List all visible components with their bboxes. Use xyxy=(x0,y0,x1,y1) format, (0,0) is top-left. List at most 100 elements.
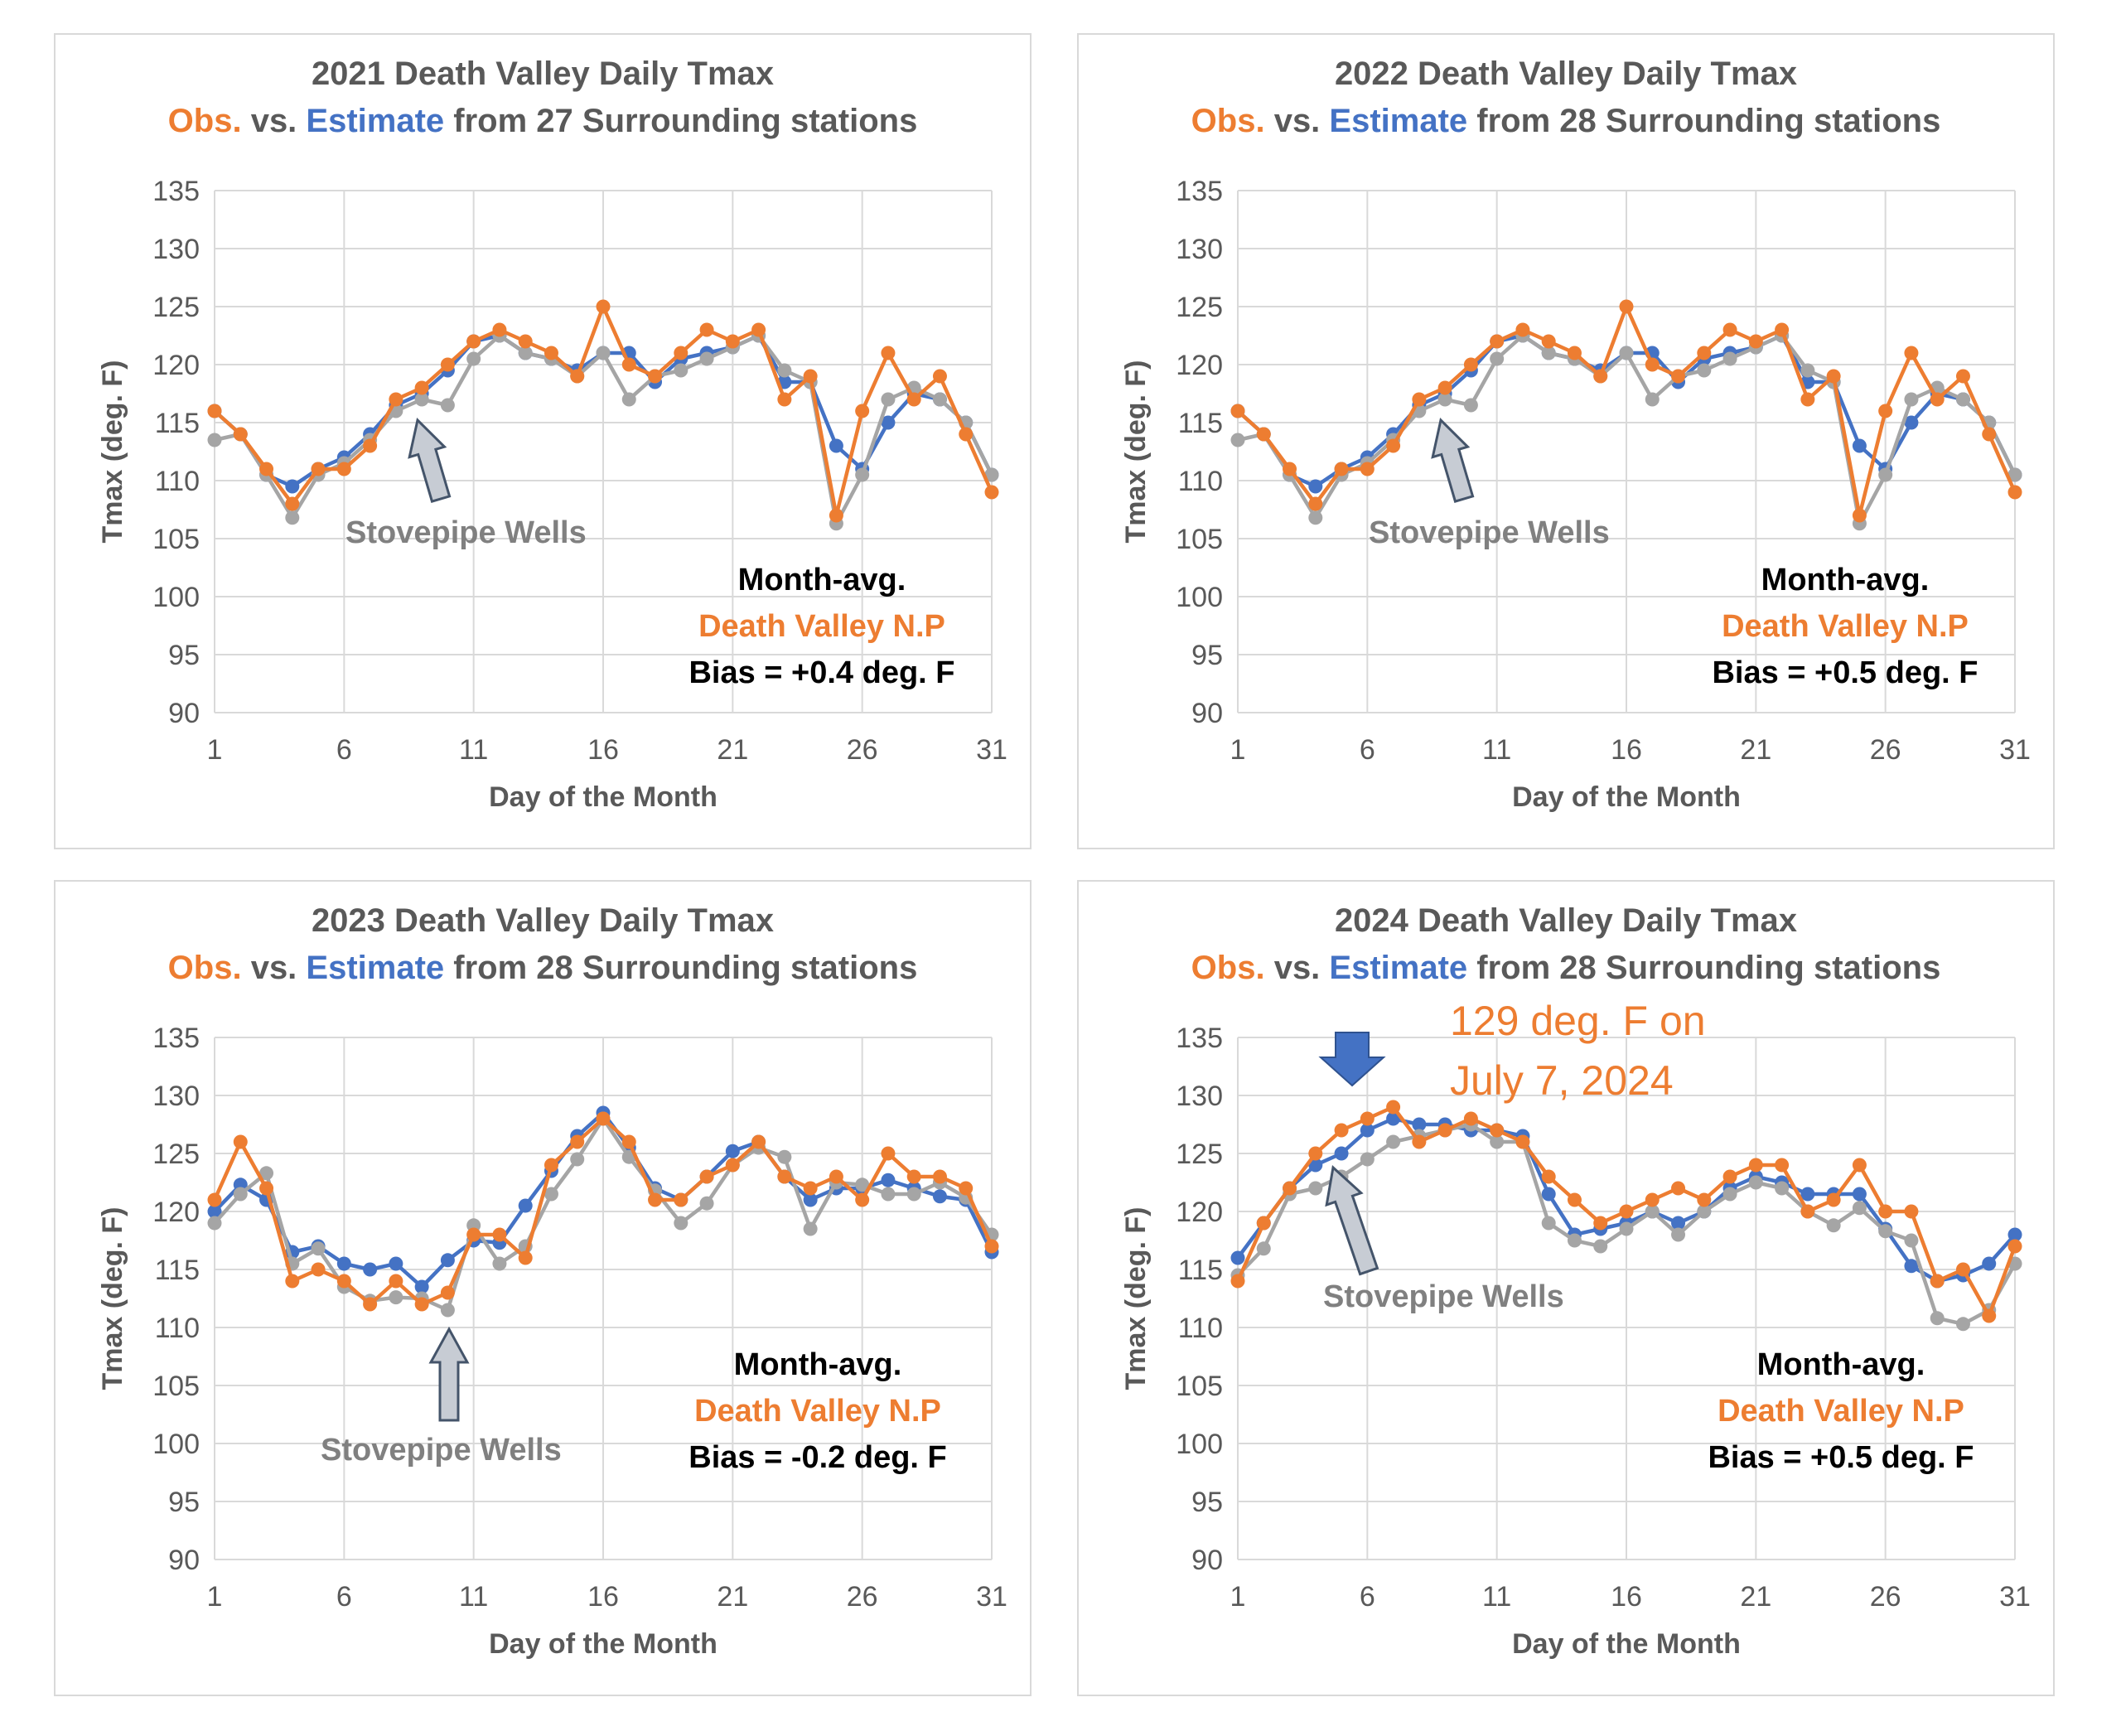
data-point-obs xyxy=(389,1274,403,1289)
data-point-stovepipe xyxy=(906,1187,921,1202)
data-point-obs xyxy=(1360,462,1375,476)
x-tick-label: 31 xyxy=(976,1581,1007,1613)
stovepipe-arrow-shape xyxy=(408,418,452,503)
y-tick-label: 95 xyxy=(1191,640,1223,671)
x-tick-label: 1 xyxy=(207,1581,223,1613)
y-tick-label: 115 xyxy=(1178,408,1223,439)
data-point-obs xyxy=(518,334,533,349)
data-point-stovepipe xyxy=(803,1221,818,1236)
data-point-estimate xyxy=(414,1279,429,1294)
x-tick-label: 16 xyxy=(1611,734,1642,766)
stovepipe-arrow-shape xyxy=(428,1326,470,1422)
data-point-obs xyxy=(1878,1204,1893,1219)
bias-heading: Month-avg. xyxy=(1761,563,1930,597)
data-point-obs xyxy=(1593,369,1608,384)
data-point-obs xyxy=(674,1192,688,1207)
x-tick-label: 21 xyxy=(717,1581,748,1613)
data-point-obs xyxy=(1930,1274,1945,1289)
data-point-stovepipe xyxy=(1826,1218,1841,1233)
data-point-obs xyxy=(1308,1146,1323,1161)
data-point-obs xyxy=(1619,1204,1634,1219)
obs-label: Obs. xyxy=(167,950,242,986)
stovepipe-arrow-icon xyxy=(1325,1165,1379,1276)
y-tick-label: 110 xyxy=(1178,1313,1223,1344)
data-point-estimate xyxy=(336,1256,351,1271)
data-point-obs xyxy=(777,1169,792,1184)
data-point-obs xyxy=(1722,322,1737,337)
chart-title: 2022 Death Valley Daily Tmax xyxy=(1334,56,1798,92)
chart-title: 2024 Death Valley Daily Tmax xyxy=(1334,902,1798,939)
data-point-obs xyxy=(1748,334,1763,349)
data-point-obs xyxy=(1230,1274,1245,1289)
data-point-estimate xyxy=(1360,1123,1375,1138)
data-point-stovepipe xyxy=(1800,363,1815,378)
data-point-obs xyxy=(674,346,688,360)
data-point-stovepipe xyxy=(1490,1134,1505,1149)
data-point-obs xyxy=(1955,369,1970,384)
chart-title: 2021 Death Valley Daily Tmax xyxy=(311,56,775,92)
data-point-obs xyxy=(1283,462,1297,476)
y-tick-label: 95 xyxy=(168,1487,200,1518)
x-tick-label: 26 xyxy=(847,734,878,766)
data-point-stovepipe xyxy=(1619,346,1634,360)
y-tick-label: 105 xyxy=(152,1371,200,1402)
data-point-obs xyxy=(932,369,947,384)
data-point-obs xyxy=(1982,427,1997,442)
chart-panel-2023: 90 95 100 105 110 115 120 125 130 135 1 6 11 16 21 26 31… xyxy=(54,880,1032,1696)
data-point-obs xyxy=(570,1134,585,1149)
stovepipe-arrow-icon xyxy=(408,418,452,503)
data-point-stovepipe xyxy=(1645,392,1660,407)
y-tick-label: 90 xyxy=(168,698,200,729)
stovepipe-arrow-shape xyxy=(1431,418,1475,503)
x-axis-label: Day of the Month xyxy=(489,781,717,813)
data-point-obs xyxy=(777,392,792,407)
data-point-estimate xyxy=(518,1198,533,1213)
x-tick-label: 31 xyxy=(1999,1581,2031,1613)
data-point-stovepipe xyxy=(881,1187,896,1202)
data-point-obs xyxy=(1283,1181,1297,1196)
data-point-obs xyxy=(207,1192,222,1207)
data-point-stovepipe xyxy=(1256,1241,1271,1256)
data-point-estimate xyxy=(1308,1158,1323,1173)
data-point-obs xyxy=(1490,1123,1505,1138)
bias-station: Death Valley N.P xyxy=(694,1394,941,1429)
data-point-obs xyxy=(1722,1169,1737,1184)
data-point-obs xyxy=(1567,1192,1582,1207)
data-point-stovepipe xyxy=(285,510,300,525)
data-point-stovepipe xyxy=(233,1187,248,1202)
chart-subtitle: Obs. vs. Estimate from 27 Surrounding st… xyxy=(56,103,1030,140)
data-point-estimate xyxy=(1308,479,1323,494)
data-point-estimate xyxy=(1852,438,1867,453)
data-point-estimate xyxy=(1412,1117,1427,1132)
y-axis-label: Tmax (deg. F) xyxy=(97,1206,128,1390)
bias-value: Bias = -0.2 deg. F xyxy=(688,1440,947,1475)
y-tick-label: 105 xyxy=(1176,1371,1223,1402)
x-axis-label: Day of the Month xyxy=(1512,1628,1741,1660)
data-point-estimate xyxy=(1852,1187,1867,1202)
chart-subtitle: Obs. vs. Estimate from 28 Surrounding st… xyxy=(1079,103,2053,140)
data-point-estimate xyxy=(1671,1216,1686,1231)
data-point-obs xyxy=(1308,496,1323,511)
stovepipe-wells-label: Stovepipe Wells xyxy=(1323,1279,1564,1314)
chart-subtitle: Obs. vs. Estimate from 28 Surrounding st… xyxy=(1079,950,2053,987)
data-point-estimate xyxy=(803,1192,818,1207)
data-point-stovepipe xyxy=(674,363,688,378)
x-tick-label: 6 xyxy=(336,734,352,766)
obs-label: Obs. xyxy=(167,103,242,139)
data-point-stovepipe xyxy=(674,1216,688,1231)
data-point-obs xyxy=(492,1227,507,1242)
data-point-obs xyxy=(648,1192,663,1207)
data-point-obs xyxy=(1748,1158,1763,1173)
data-point-stovepipe xyxy=(2007,467,2022,482)
data-point-estimate xyxy=(1904,1259,1919,1274)
record-arrow-icon xyxy=(1318,1032,1386,1087)
data-point-estimate xyxy=(207,1204,222,1219)
y-tick-label: 130 xyxy=(1176,1081,1223,1112)
data-point-stovepipe xyxy=(1775,1181,1790,1196)
stations-label: from 28 Surrounding stations xyxy=(1467,950,1941,986)
data-point-obs xyxy=(829,1169,843,1184)
data-point-stovepipe xyxy=(1308,510,1323,525)
data-point-estimate xyxy=(1904,415,1919,430)
